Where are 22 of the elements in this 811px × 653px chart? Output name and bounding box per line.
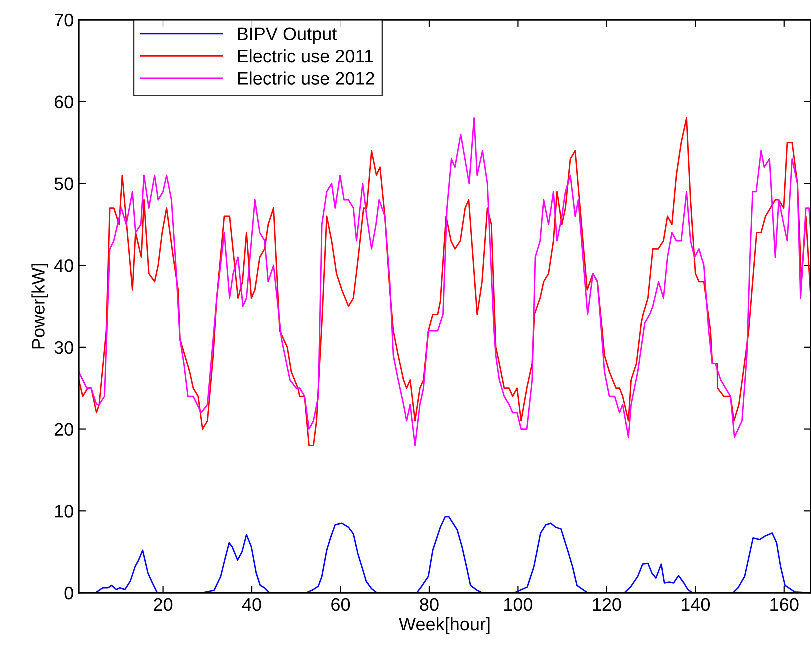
x-tick-label: 100: [504, 598, 533, 612]
legend-label: BIPV Output: [238, 28, 338, 44]
legend-label: Electric use 2012: [238, 72, 374, 85]
y-tick-label: 50: [54, 178, 74, 190]
y-tick-label: 70: [54, 14, 74, 27]
x-tick-label: 120: [593, 598, 622, 612]
x-tick-label: 20: [154, 598, 173, 612]
y-tick-label: 60: [54, 96, 74, 109]
x-tick-label: 60: [332, 598, 350, 612]
y-tick-label: 40: [54, 260, 74, 272]
y-tick-label: 10: [55, 505, 74, 518]
y-tick-label: 20: [54, 423, 74, 436]
x-tick-label: 140: [682, 598, 710, 612]
y-tick-label: 0: [64, 586, 74, 600]
x-tick-label: 40: [242, 598, 262, 612]
x-tick-label: 160: [770, 598, 799, 612]
line-series: [79, 118, 811, 446]
legend-label: Electric use 2011: [238, 49, 374, 63]
y-tick-label: 30: [54, 341, 74, 354]
x-tick-label: 80: [420, 598, 439, 612]
y-axis-title: Power[kW]: [32, 264, 48, 349]
x-axis-title: Week[hour]: [399, 617, 490, 634]
